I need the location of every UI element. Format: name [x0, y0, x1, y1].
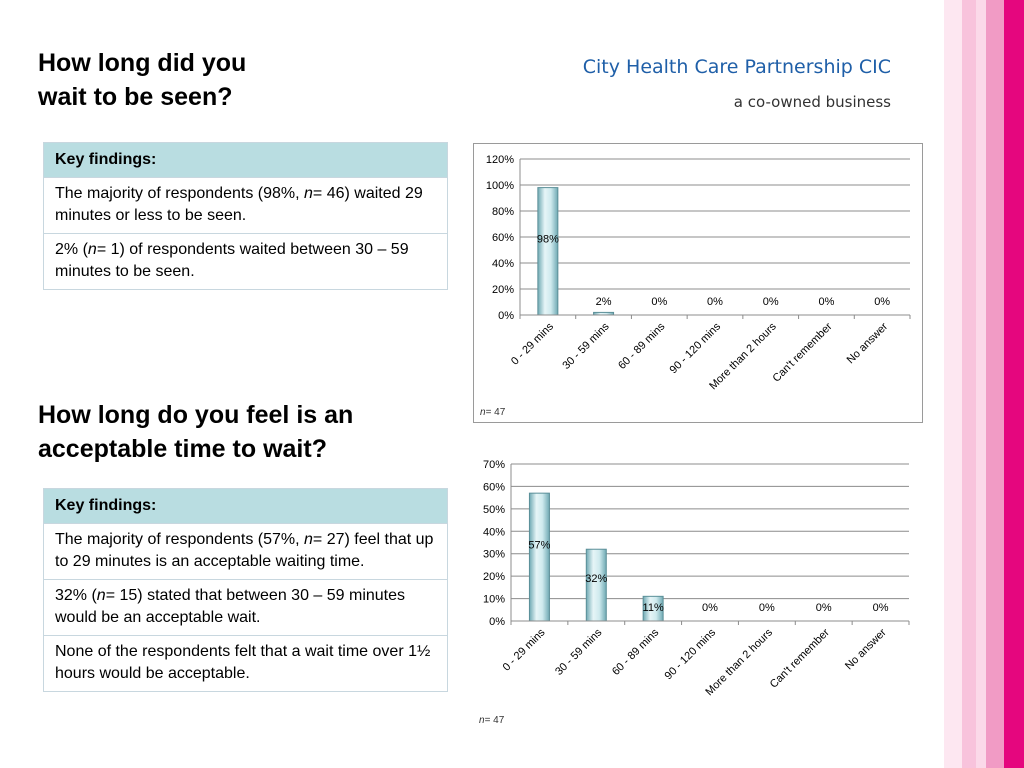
category-label: 30 - 59 mins: [560, 320, 612, 372]
data-label: 0%: [816, 602, 832, 614]
category-label: No answer: [845, 320, 891, 366]
section2-title: How long do you feel is an acceptable ti…: [38, 398, 438, 466]
data-label: 0%: [702, 602, 718, 614]
category-label: Can't remember: [771, 320, 835, 384]
bar: [537, 187, 559, 316]
data-label: 0%: [818, 296, 834, 308]
key-findings-table-2: Key findings: The majority of respondent…: [43, 488, 448, 692]
findings-header: Key findings:: [43, 488, 448, 524]
data-label: 98%: [537, 234, 559, 246]
decorative-stripe: [962, 0, 976, 768]
finding-row: 32% (n= 15) stated that between 30 – 59 …: [43, 579, 448, 636]
finding-row: The majority of respondents (57%, n= 27)…: [43, 523, 448, 580]
data-label: 57%: [528, 539, 550, 551]
section1-title-line1: How long did you: [38, 49, 247, 77]
category-label: 60 - 89 mins: [616, 320, 668, 372]
y-tick-label: 30%: [483, 549, 505, 561]
finding-row: The majority of respondents (98%, n= 46)…: [43, 177, 448, 234]
category-label: 90 - 120 mins: [663, 626, 719, 682]
section2-title-line2: acceptable time to wait?: [38, 435, 327, 463]
bar: [528, 492, 550, 622]
y-tick-label: 70%: [483, 459, 505, 471]
data-label: 11%: [643, 602, 664, 614]
y-tick-label: 50%: [483, 504, 505, 516]
y-tick-label: 100%: [486, 180, 514, 192]
y-tick-label: 40%: [483, 526, 505, 538]
sample-size-note: n= 47: [479, 715, 505, 726]
decorative-stripe: [944, 0, 962, 768]
category-label: Can't remember: [768, 626, 832, 690]
acceptable-wait-chart: 0% 10% 20% 30% 40% 50% 60% 70% 57% 0 - 29 mins 32%…: [473, 450, 923, 730]
y-tick-label: 60%: [483, 481, 505, 493]
brand-tagline: a co-owned business: [733, 93, 891, 111]
finding-row: None of the respondents felt that a wait…: [43, 635, 448, 692]
y-tick-label: 20%: [492, 284, 514, 296]
key-findings-table-1: Key findings: The majority of respondent…: [43, 142, 448, 290]
category-label: 0 - 29 mins: [509, 320, 556, 367]
y-tick-label: 0%: [498, 310, 514, 322]
sample-size-note: n= 47: [480, 407, 506, 418]
acceptable-wait-chart-svg: 0% 10% 20% 30% 40% 50% 60% 70% 57% 0 - 29 mins 32%…: [483, 459, 910, 698]
bar: [585, 548, 607, 622]
y-tick-label: 120%: [486, 154, 514, 166]
category-label: 0 - 29 mins: [501, 626, 548, 673]
data-label: 32%: [585, 573, 607, 585]
y-tick-label: 40%: [492, 258, 514, 270]
y-tick-label: 10%: [483, 594, 505, 606]
wait-time-chart-svg: 0% 20% 40% 60% 80% 100% 120% 98% 0 - 29 mins 2% 30…: [486, 154, 911, 392]
findings-header: Key findings:: [43, 142, 448, 178]
data-label: 0%: [707, 296, 723, 308]
section2-title-line1: How long do you feel is an: [38, 401, 354, 429]
y-tick-label: 20%: [483, 571, 505, 583]
data-label: 0%: [763, 296, 779, 308]
data-label: 0%: [874, 296, 890, 308]
wait-time-chart: 0% 20% 40% 60% 80% 100% 120% 98% 0 - 29 mins 2% 30…: [473, 143, 923, 423]
y-tick-label: 60%: [492, 232, 514, 244]
y-tick-label: 0%: [489, 616, 505, 628]
decorative-stripe: [976, 0, 986, 768]
category-label: No answer: [843, 626, 889, 672]
category-label: 60 - 89 mins: [610, 626, 662, 678]
brand-name: City Health Care Partnership CIC: [582, 56, 891, 78]
section1-title: How long did you wait to be seen?: [38, 46, 338, 114]
category-label: 90 - 120 mins: [668, 320, 724, 376]
finding-row: 2% (n= 1) of respondents waited between …: [43, 233, 448, 290]
category-label: 30 - 59 mins: [553, 626, 605, 678]
y-tick-label: 80%: [492, 206, 514, 218]
decorative-stripe: [1004, 0, 1024, 768]
data-label: 0%: [759, 602, 775, 614]
data-label: 0%: [873, 602, 889, 614]
data-label: 0%: [651, 296, 667, 308]
section1-title-line2: wait to be seen?: [38, 83, 233, 111]
data-label: 2%: [596, 296, 612, 308]
decorative-stripe: [986, 0, 1004, 768]
